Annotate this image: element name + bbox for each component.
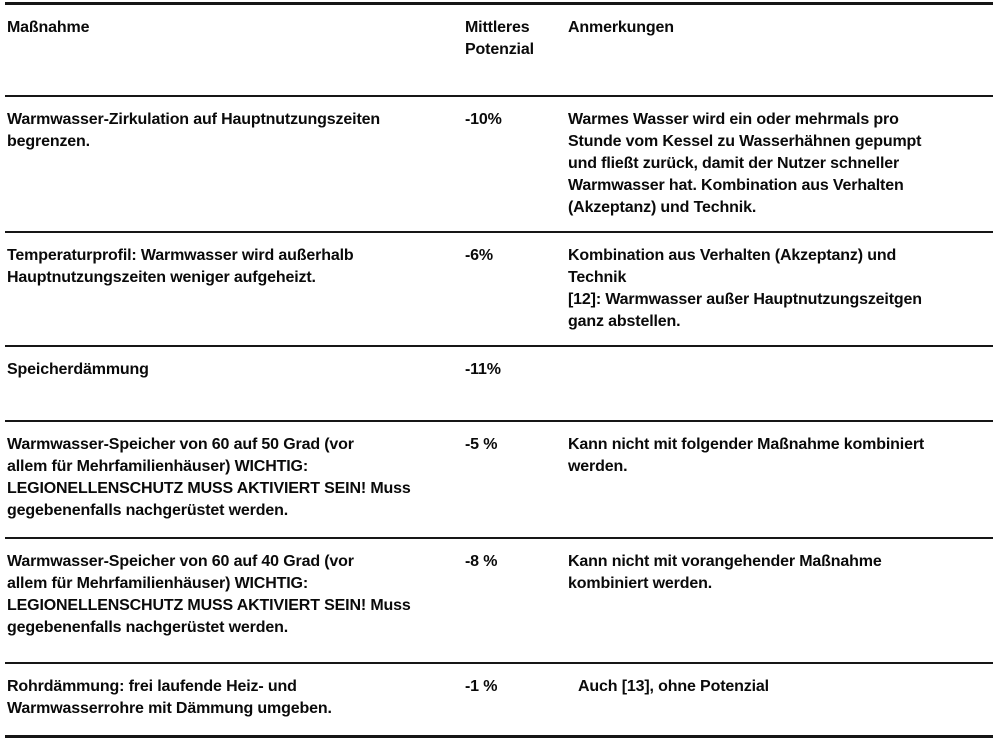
column-header-massnahme: Maßnahme — [7, 19, 90, 36]
column-header-anmerkungen: Anmerkungen — [568, 19, 674, 36]
table-row: Warmwasser-Speicher von 60 auf 50 Grad (… — [5, 422, 993, 539]
measure-cell: Rohrdämmung: frei laufende Heiz- und War… — [7, 678, 332, 717]
potential-cell: -11% — [465, 361, 501, 378]
measure-cell: Warmwasser-Zirkulation auf Hauptnutzungs… — [7, 111, 380, 150]
potential-cell: -6% — [465, 247, 494, 264]
table-row: Warmwasser-Zirkulation auf Hauptnutzungs… — [5, 97, 993, 233]
notes-cell: Kann nicht mit folgender Maßnahme kombin… — [568, 436, 925, 475]
measures-table: Maßnahme Mittleres Potenzial Anmerkungen… — [5, 2, 993, 738]
potential-cell: -10% — [465, 111, 502, 128]
notes-cell: Kann nicht mit vorangehender Maßnahme ko… — [568, 553, 882, 592]
notes-cell: Kombination aus Verhalten (Akzeptanz) un… — [568, 247, 922, 330]
table-row: Warmwasser-Speicher von 60 auf 40 Grad (… — [5, 539, 993, 664]
notes-cell: Warmes Wasser wird ein oder mehrmals pro… — [568, 111, 922, 216]
measure-cell: Warmwasser-Speicher von 60 auf 50 Grad (… — [7, 436, 411, 519]
notes-cell: Auch [13], ohne Potenzial — [578, 678, 769, 695]
table-header-row: Maßnahme Mittleres Potenzial Anmerkungen — [5, 5, 993, 97]
table-row: Temperaturprofil: Warmwasser wird außerh… — [5, 233, 993, 347]
notes-cell — [568, 347, 993, 420]
potential-cell: -5 % — [465, 436, 498, 453]
table-row: Speicherdämmung -11% — [5, 347, 993, 422]
measure-cell: Warmwasser-Speicher von 60 auf 40 Grad (… — [7, 553, 411, 636]
measure-cell: Temperaturprofil: Warmwasser wird außerh… — [7, 247, 354, 286]
measure-cell: Speicherdämmung — [7, 361, 149, 378]
potential-cell: -1 % — [465, 678, 498, 695]
table-row: Rohrdämmung: frei laufende Heiz- und War… — [5, 664, 993, 735]
potential-cell: -8 % — [465, 553, 498, 570]
column-header-mittleres-potenzial: Mittleres Potenzial — [465, 19, 534, 58]
